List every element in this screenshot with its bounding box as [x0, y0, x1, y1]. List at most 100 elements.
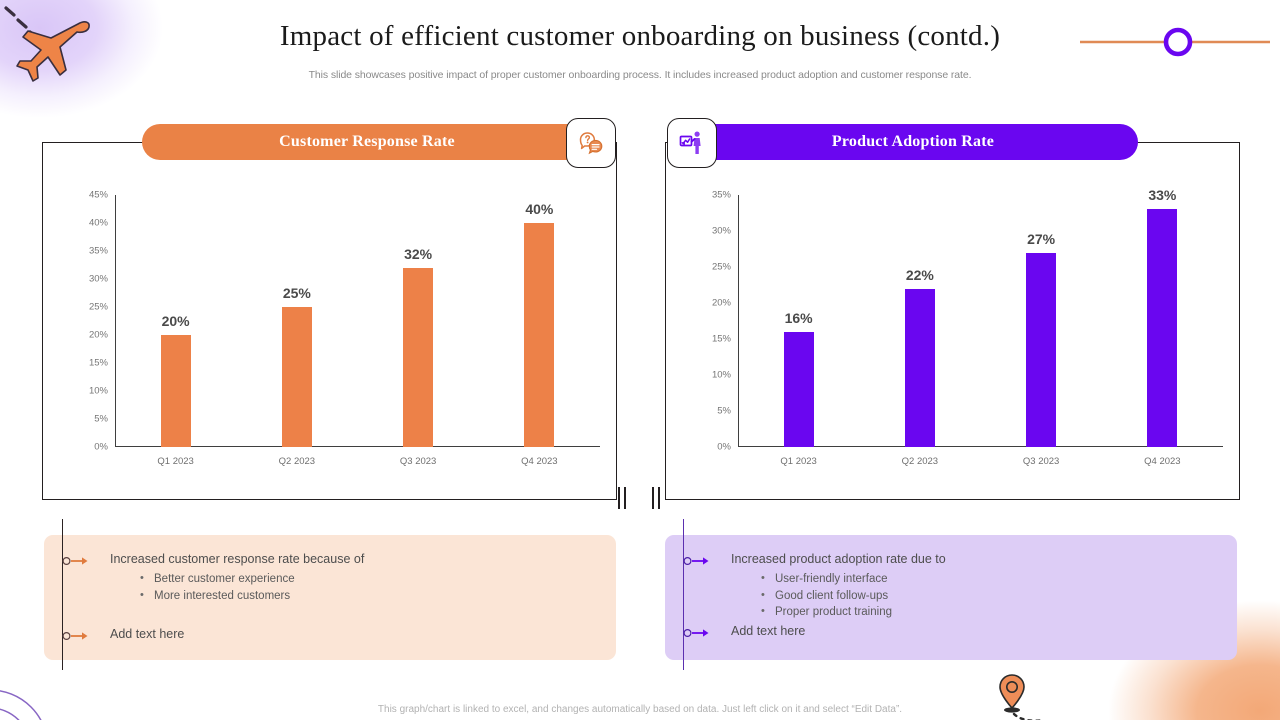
bar-group: 22%	[859, 195, 980, 447]
y-tick-label: 35%	[711, 189, 731, 201]
chart-panel-product-adoption-rate: 35% 30% 25% 20% 15% 10% 5% 0% 16% 22% 27% 33% Q1 2…	[652, 142, 1240, 509]
x-tick-label: Q4 2023	[1144, 456, 1181, 467]
notes-panel-left: Increased customer response rate because…	[44, 519, 616, 670]
note-bullets-right: User-friendly interfaceGood client follo…	[731, 570, 1219, 621]
bar-group: 20%	[115, 195, 236, 447]
y-tick-label: 25%	[88, 301, 108, 313]
note-bullets-left: Better customer experienceMore intereste…	[110, 570, 598, 605]
y-tick-label: 25%	[711, 261, 731, 273]
chart-customer-response-rate: 45% 40% 35% 30% 25% 20% 15% 10% 5% 0% 20% 25% 32% 40…	[43, 143, 616, 499]
note-placeholder-right: Add text here	[731, 623, 806, 638]
bar: 33%	[1147, 187, 1178, 447]
y-tick-label: 15%	[88, 357, 108, 369]
y-tick-label: 0%	[717, 441, 731, 453]
bar-group: 27%	[981, 195, 1102, 447]
y-tick-label: 40%	[88, 217, 108, 229]
icon-box-right[interactable]	[667, 118, 717, 168]
banner-product-adoption-rate[interactable]: Product Adoption Rate	[673, 124, 1138, 160]
airplane-icon	[4, 6, 90, 82]
y-axis-line-right	[738, 195, 740, 447]
x-tick-label: Q3 2023	[399, 456, 437, 467]
note-heading-left: Increased customer response rate because…	[110, 552, 365, 566]
bar: 16%	[783, 310, 814, 447]
bar: 40%	[524, 201, 555, 447]
bar-series-right: 16% 22% 27% 33%	[738, 187, 1223, 447]
chat-question-icon	[579, 132, 603, 155]
circle-arrow-marker-icon	[683, 628, 709, 637]
x-tick-label: Q4 2023	[521, 456, 558, 467]
y-tick-label: 20%	[88, 329, 108, 341]
presenter-person-icon	[679, 131, 701, 154]
bar-value-label: 22%	[905, 266, 934, 283]
bar-group: 16%	[738, 195, 859, 447]
footer-note: This graph/chart is linked to excel, and…	[377, 704, 903, 715]
x-axis-labels-left: Q1 2023 Q2 2023 Q3 2023 Q4 2023	[115, 456, 600, 467]
banner-label-left: Customer Response Rate	[279, 133, 455, 150]
note-heading-right: Increased product adoption rate due to	[731, 552, 946, 566]
bar-value-label: 16%	[784, 309, 813, 326]
x-axis-line-right	[738, 445, 1223, 447]
note-item-placeholder-left[interactable]: Add text here	[62, 626, 598, 643]
list-item: Good client follow-ups	[761, 587, 1219, 605]
list-item: Better customer experience	[140, 570, 598, 588]
notes-rail-right	[683, 519, 685, 670]
y-tick-label: 0%	[94, 441, 108, 453]
bar: 20%	[160, 313, 191, 447]
page-title: Impact of efficient customer onboarding …	[279, 20, 1001, 52]
circle-arrow-marker-icon	[62, 556, 88, 566]
y-tick-label: 35%	[88, 245, 108, 257]
note-item-heading-left: Increased customer response rate because…	[62, 551, 598, 604]
bar-value-label: 20%	[161, 313, 190, 329]
banner-label-right: Product Adoption Rate	[831, 133, 995, 150]
list-item: User-friendly interface	[761, 570, 1219, 588]
x-tick-label: Q2 2023	[901, 456, 939, 467]
bar: 22%	[904, 267, 935, 447]
bar-group: 25%	[236, 195, 357, 447]
y-tick-label: 30%	[711, 225, 731, 237]
note-placeholder-left: Add text here	[110, 627, 185, 641]
icon-box-left[interactable]	[566, 118, 616, 168]
chart-panel-customer-response-rate: 45% 40% 35% 30% 25% 20% 15% 10% 5% 0% 20% 25% 32% 40…	[42, 142, 626, 509]
bar-value-label: 25%	[282, 285, 311, 301]
y-tick-label: 5%	[94, 413, 108, 425]
note-item-placeholder-right[interactable]: Add text here	[683, 623, 1219, 640]
bar: 27%	[1026, 231, 1057, 447]
bar-value-label: 27%	[1027, 230, 1056, 247]
chart-product-adoption-rate: 35% 30% 25% 20% 15% 10% 5% 0% 16% 22% 27% 33% Q1 2…	[666, 143, 1239, 499]
x-tick-label: Q3 2023	[1022, 456, 1060, 467]
panel-corner-ticks-left	[618, 487, 630, 509]
bar-group: 40%	[479, 195, 600, 447]
location-pin-icon	[999, 674, 1046, 720]
y-axis-line-left	[115, 195, 117, 447]
x-tick-label: Q2 2023	[278, 456, 316, 467]
y-tick-label: 30%	[88, 273, 108, 285]
plot-area-left: 45% 40% 35% 30% 25% 20% 15% 10% 5% 0% 20% 25% 32% 40…	[89, 190, 600, 467]
plot-area-right: 35% 30% 25% 20% 15% 10% 5% 0% 16% 22% 27% 33% Q1 2…	[712, 187, 1223, 467]
x-tick-label: Q1 2023	[157, 456, 194, 467]
bar-value-label: 33%	[1148, 187, 1177, 204]
list-item: More interested customers	[140, 587, 598, 605]
x-axis-line-left	[115, 445, 600, 447]
y-tick-label: 15%	[711, 333, 731, 345]
y-tick-label: 10%	[711, 369, 731, 381]
bar: 32%	[403, 246, 434, 447]
page-subtitle: This slide showcases positive impact of …	[308, 69, 972, 81]
notes-rail-left	[62, 519, 64, 670]
ring-divider-decoration	[1080, 27, 1270, 57]
bar-group: 33%	[1102, 187, 1223, 447]
list-item: Proper product training	[761, 603, 1219, 621]
y-tick-label: 5%	[717, 405, 731, 417]
panel-corner-ticks-right	[652, 487, 664, 509]
bar-series-left: 20% 25% 32% 40%	[115, 195, 600, 447]
x-axis-labels-right: Q1 2023 Q2 2023 Q3 2023 Q4 2023	[738, 456, 1223, 467]
bar-value-label: 40%	[525, 201, 554, 217]
bar: 25%	[281, 285, 312, 447]
banner-customer-response-rate[interactable]: Customer Response Rate	[142, 124, 607, 160]
bar-value-label: 32%	[404, 245, 433, 262]
y-tick-label: 45%	[88, 189, 108, 201]
y-tick-label: 10%	[88, 385, 108, 397]
circle-arrow-marker-icon	[683, 556, 709, 566]
circle-arrow-marker-icon	[62, 631, 88, 641]
note-item-heading-right: Increased product adoption rate due to U…	[683, 551, 1219, 621]
